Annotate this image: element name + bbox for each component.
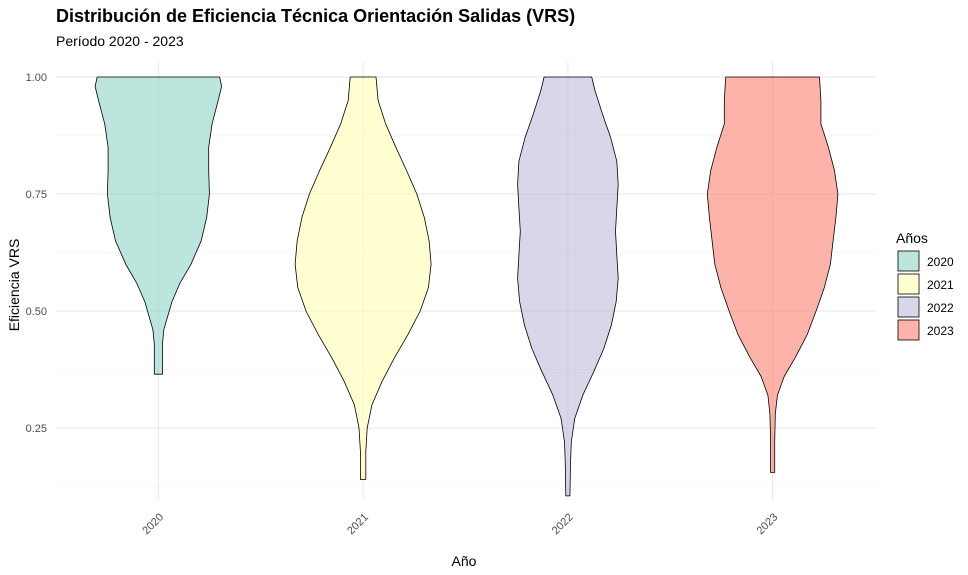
x-tick-label: 2021 <box>345 511 371 537</box>
x-axis-ticks: 2020 2021 2022 2023 <box>140 511 780 537</box>
y-tick-label: 0.50 <box>26 306 47 318</box>
legend-label-2022: 2022 <box>927 301 954 315</box>
legend-key-2020 <box>897 250 920 272</box>
y-tick-label: 0.25 <box>26 423 47 435</box>
legend-label-2020: 2020 <box>927 255 954 269</box>
legend-key-2023 <box>897 319 920 341</box>
violin-2021 <box>294 76 432 480</box>
violin-layer <box>94 76 839 497</box>
y-axis-ticks: 0.25 0.50 0.75 1.00 <box>26 72 47 435</box>
legend-label-2023: 2023 <box>927 324 954 338</box>
violin-2023 <box>706 76 839 473</box>
chart-subtitle: Período 2020 - 2023 <box>56 33 184 49</box>
y-tick-label: 0.75 <box>26 189 47 201</box>
x-tick-label: 2020 <box>140 511 166 537</box>
x-axis-title: Año <box>452 553 477 569</box>
legend-title: Años <box>896 230 928 246</box>
y-tick-label: 1.00 <box>26 72 47 84</box>
legend-label-2021: 2021 <box>927 278 954 292</box>
violin-2022 <box>517 76 619 497</box>
legend: Años 2020 2021 2022 2023 <box>896 230 954 341</box>
chart-title: Distribución de Eficiencia Técnica Orien… <box>56 6 576 26</box>
violin-2020 <box>94 76 222 375</box>
x-tick-label: 2023 <box>755 511 781 537</box>
x-tick-label: 2022 <box>550 511 576 537</box>
legend-key-2022 <box>897 296 920 318</box>
y-axis-title: Eficiencia VRS <box>6 239 22 332</box>
legend-key-2021 <box>897 273 920 295</box>
